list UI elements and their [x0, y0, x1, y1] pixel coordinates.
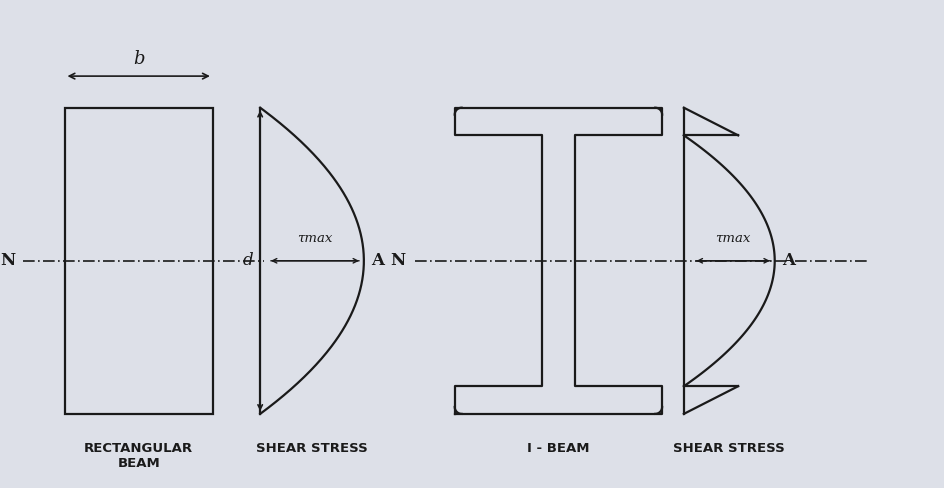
Text: A: A	[371, 252, 384, 269]
Text: A: A	[783, 252, 796, 269]
Text: τmax: τmax	[716, 232, 750, 245]
Text: b: b	[133, 50, 144, 68]
Text: d: d	[243, 252, 253, 269]
Text: N: N	[390, 252, 405, 269]
Text: RECTANGULAR
BEAM: RECTANGULAR BEAM	[84, 442, 194, 469]
Text: I - BEAM: I - BEAM	[527, 442, 590, 454]
Text: τmax: τmax	[297, 232, 332, 245]
Text: N: N	[0, 252, 15, 269]
Bar	[64, 108, 212, 414]
Text: SHEAR STRESS: SHEAR STRESS	[256, 442, 368, 454]
Text: SHEAR STRESS: SHEAR STRESS	[673, 442, 785, 454]
